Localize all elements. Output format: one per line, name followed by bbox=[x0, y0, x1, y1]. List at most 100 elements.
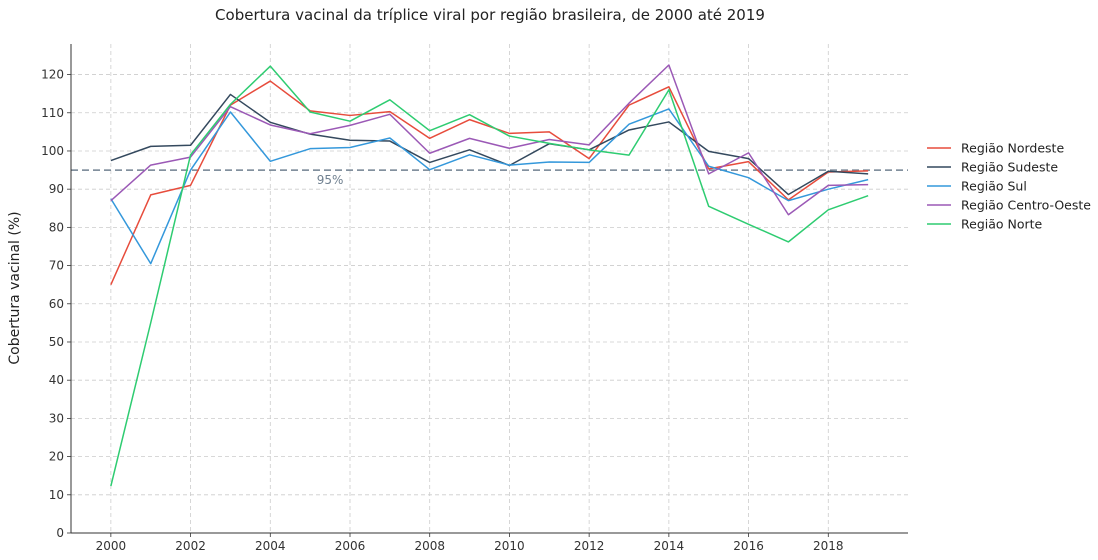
y-tick-label: 110 bbox=[41, 106, 64, 120]
series-regi-o-nordeste bbox=[110, 80, 869, 285]
data-point bbox=[668, 121, 670, 123]
data-point bbox=[827, 209, 829, 211]
legend-item[interactable]: Região Sul bbox=[927, 179, 1027, 194]
data-point bbox=[150, 194, 152, 196]
data-point bbox=[429, 161, 431, 163]
data-point bbox=[867, 194, 869, 196]
y-tick-label: 100 bbox=[41, 144, 64, 158]
data-point bbox=[668, 108, 670, 110]
y-tick-label: 50 bbox=[49, 335, 64, 349]
y-tick-label: 80 bbox=[49, 220, 64, 234]
series-line bbox=[110, 64, 869, 216]
series-regi-o-centro-oeste bbox=[110, 64, 869, 216]
y-tick-label: 90 bbox=[49, 182, 64, 196]
x-tick-label: 2016 bbox=[733, 539, 764, 553]
data-point bbox=[189, 169, 191, 171]
x-tick-label: 2008 bbox=[414, 539, 445, 553]
data-point bbox=[787, 241, 789, 243]
data-point bbox=[867, 170, 869, 172]
data-point bbox=[349, 146, 351, 148]
y-tick-label: 10 bbox=[49, 488, 64, 502]
y-tick-label: 0 bbox=[56, 526, 64, 540]
data-point bbox=[508, 164, 510, 166]
y-tick-label: 30 bbox=[49, 411, 64, 425]
series-lines bbox=[110, 64, 869, 487]
grid bbox=[71, 44, 908, 534]
y-tick-label: 40 bbox=[49, 373, 64, 387]
x-tick-label: 2018 bbox=[813, 539, 844, 553]
y-tick-label: 60 bbox=[49, 297, 64, 311]
data-point bbox=[508, 132, 510, 134]
data-point bbox=[269, 160, 271, 162]
data-point bbox=[827, 184, 829, 186]
data-point bbox=[309, 147, 311, 149]
legend-label: Região Centro-Oeste bbox=[961, 198, 1091, 213]
data-point bbox=[867, 173, 869, 175]
y-tick-label: 70 bbox=[49, 259, 64, 273]
x-tick-label: 2010 bbox=[494, 539, 525, 553]
data-point bbox=[548, 142, 550, 144]
x-tick-label: 2014 bbox=[654, 539, 685, 553]
data-point bbox=[468, 113, 470, 115]
data-point bbox=[628, 154, 630, 156]
data-point bbox=[747, 157, 749, 159]
y-tick-label: 20 bbox=[49, 450, 64, 464]
legend-item[interactable]: Região Sudeste bbox=[927, 160, 1058, 175]
data-point bbox=[150, 164, 152, 166]
data-point bbox=[389, 137, 391, 139]
legend-item[interactable]: Região Centro-Oeste bbox=[927, 198, 1091, 213]
data-point bbox=[110, 485, 112, 487]
data-point bbox=[548, 138, 550, 140]
series-regi-o-norte bbox=[110, 65, 869, 487]
data-point bbox=[708, 173, 710, 175]
data-point bbox=[150, 322, 152, 324]
data-point bbox=[708, 165, 710, 167]
legend[interactable]: Região Nordeste Região Sudeste Região Sul R… bbox=[927, 141, 1091, 232]
data-point bbox=[548, 161, 550, 163]
data-point bbox=[468, 137, 470, 139]
data-point bbox=[508, 135, 510, 137]
data-point bbox=[349, 124, 351, 126]
data-point bbox=[189, 144, 191, 146]
data-point bbox=[747, 152, 749, 154]
data-point bbox=[747, 223, 749, 225]
data-point bbox=[668, 89, 670, 91]
data-point bbox=[229, 93, 231, 95]
data-point bbox=[309, 133, 311, 135]
series-line bbox=[110, 80, 869, 285]
x-tick-label: 2004 bbox=[255, 539, 286, 553]
data-point bbox=[229, 103, 231, 105]
legend-label: Região Norte bbox=[961, 217, 1043, 232]
data-point bbox=[787, 214, 789, 216]
data-point bbox=[389, 113, 391, 115]
data-point bbox=[269, 121, 271, 123]
data-point bbox=[668, 86, 670, 88]
series-regi-o-sul bbox=[110, 108, 869, 265]
data-point bbox=[708, 150, 710, 152]
data-point bbox=[588, 149, 590, 151]
data-point bbox=[588, 161, 590, 163]
data-point bbox=[628, 123, 630, 125]
data-point bbox=[588, 144, 590, 146]
data-point bbox=[787, 193, 789, 195]
data-point bbox=[389, 99, 391, 101]
data-point bbox=[429, 130, 431, 132]
legend-item[interactable]: Região Norte bbox=[927, 217, 1043, 232]
x-tick-label: 2000 bbox=[96, 539, 127, 553]
tick-labels: 2000 2002 2004 2006 2008 2010 2012 2014 2016 2018… bbox=[41, 68, 843, 553]
data-point bbox=[468, 154, 470, 156]
data-point bbox=[708, 205, 710, 207]
data-point bbox=[429, 137, 431, 139]
data-point bbox=[110, 159, 112, 161]
reference-line-label: 95% bbox=[317, 173, 344, 187]
data-point bbox=[668, 64, 670, 66]
y-axis-title: Cobertura vacinal (%) bbox=[7, 211, 23, 364]
series-line bbox=[110, 65, 869, 487]
legend-item[interactable]: Região Nordeste bbox=[927, 141, 1064, 156]
data-point bbox=[588, 157, 590, 159]
data-point bbox=[508, 147, 510, 149]
data-point bbox=[787, 199, 789, 201]
data-point bbox=[429, 168, 431, 170]
data-point bbox=[389, 110, 391, 112]
